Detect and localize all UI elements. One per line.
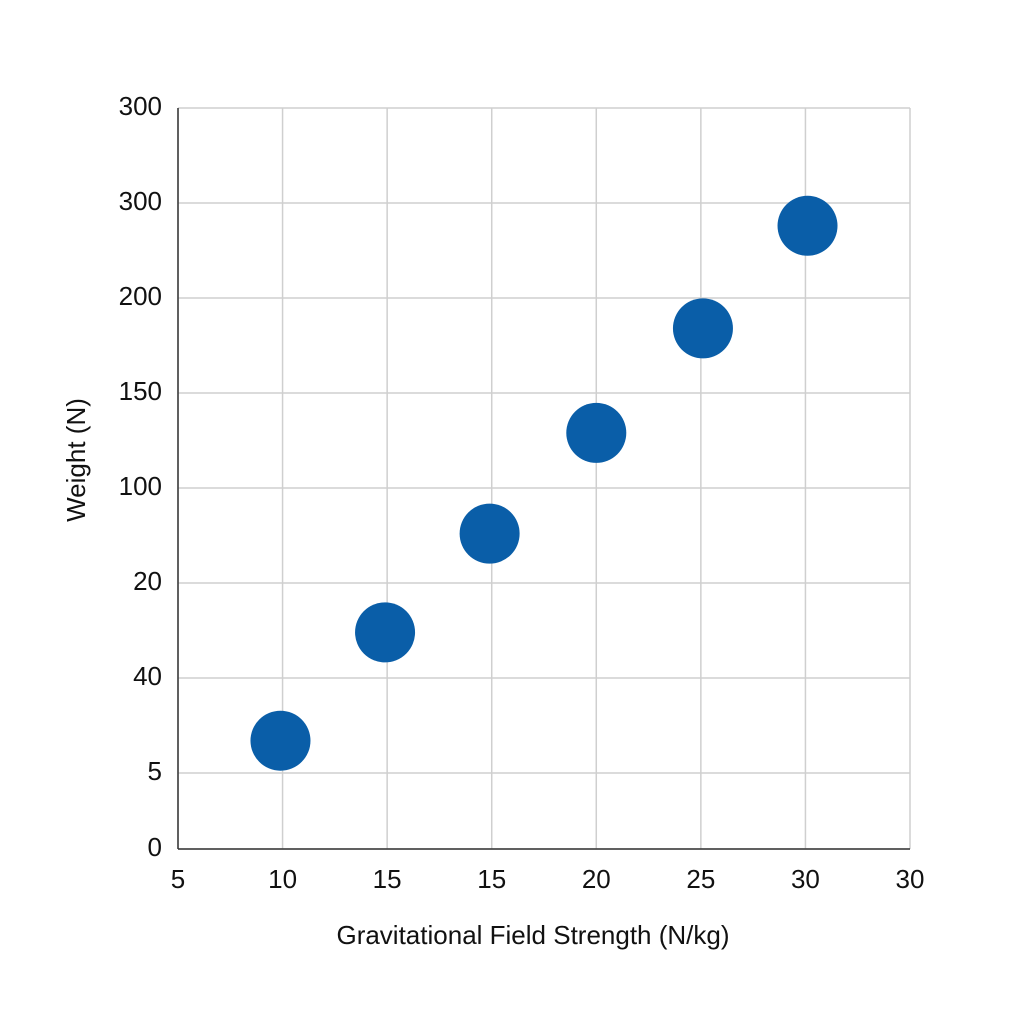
y-tick-label: 40 [133,661,162,691]
point [777,195,838,256]
x-tick-label: 30 [896,864,925,894]
y-tick-label: 300 [119,186,162,216]
point [672,298,733,359]
point [250,710,311,771]
y-tick-label: 100 [119,471,162,501]
x-tick-label: 15 [477,864,506,894]
x-tick-label: 10 [268,864,297,894]
x-tick-label: 15 [373,864,402,894]
y-tick-label: 0 [148,832,162,862]
x-axis-label: Gravitational Field Strength (N/kg) [336,920,729,950]
y-tick-label: 300 [119,91,162,121]
y-tick-label: 200 [119,281,162,311]
point [355,602,416,663]
x-tick-label: 25 [686,864,715,894]
x-tick-label: 30 [791,864,820,894]
point [459,503,520,564]
y-tick-label: 150 [119,376,162,406]
x-tick-label: 5 [171,864,185,894]
y-axis-label: Weight (N) [61,398,91,522]
x-tick-label: 20 [582,864,611,894]
y-tick-label: 20 [133,566,162,596]
point [566,402,627,463]
y-tick-label: 5 [148,756,162,786]
